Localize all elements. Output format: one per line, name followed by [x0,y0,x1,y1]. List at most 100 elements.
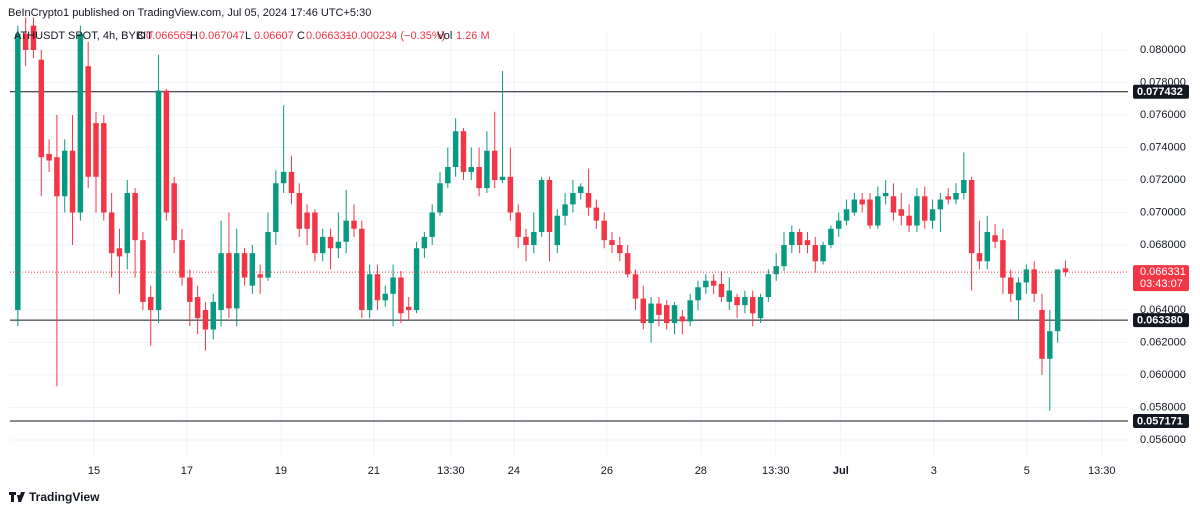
candle-body [961,180,967,194]
candle-body [546,180,553,233]
candle-body [93,123,99,177]
y-tick-label: 0.056000 [1140,434,1186,446]
candle-body [280,171,287,184]
candle-body [906,215,912,226]
candle-body [593,207,600,221]
candle-body [890,196,897,213]
candle-body [726,290,733,302]
candle-body [515,212,521,237]
candle-body [703,280,709,288]
x-tick-label: 24 [508,465,520,477]
candle-body [984,232,991,262]
y-tick-label: 0.074000 [1140,141,1186,153]
level-label: 0.063380 [1137,315,1183,327]
candle-body [976,253,983,262]
candle-body [757,297,764,319]
x-tick-label: 17 [181,465,193,477]
candle-body [437,183,443,213]
candle-body [38,59,45,158]
candle-body [562,204,568,216]
candle-body [531,232,537,246]
candle-body [898,209,905,216]
candle-body [69,150,76,213]
x-tick-label: 15 [88,465,100,477]
candle-body [656,303,662,315]
candle-body [108,212,115,254]
candle-body [476,167,482,189]
x-tick-label: 19 [275,465,287,477]
candle-body [241,253,248,278]
y-tick-label: 0.080000 [1140,44,1186,56]
candle-body [187,277,193,302]
candle-body [398,277,404,314]
legend-volume: 1.26 M [456,30,490,42]
candle-body [54,157,60,197]
candle-body [585,193,592,208]
candle-body [804,240,811,246]
candle-body [327,236,334,249]
candle-body [366,274,373,311]
publish-header: BeInCrypto1 published on TradingView.com… [8,7,371,19]
candle-body [163,90,170,213]
candle-body [499,176,506,181]
candle-body [789,232,795,246]
candle-body [390,277,396,294]
candle-body [312,212,318,254]
candle-body [1062,268,1069,273]
candle-body [226,253,232,309]
legend-value: 0.066331 [306,30,352,42]
candle-body [249,253,256,286]
candle-body [382,293,389,301]
y-tick-label: 0.076000 [1140,109,1186,121]
legend-value: 0.06607 [254,30,294,42]
candle-body [859,199,865,205]
candle-body [1015,282,1022,301]
candle-body [710,280,717,286]
footer-logo [9,492,25,502]
candle-body [171,183,177,241]
x-tick-label: 28 [695,465,707,477]
candle-body [867,199,873,226]
candle-body [671,305,678,324]
x-tick-label: 13:30 [437,465,465,477]
candle-body [937,199,944,210]
candle-body [77,33,84,213]
candle-body [304,212,310,229]
candle-body [663,305,670,324]
candle-body [507,176,514,213]
candle-body [554,215,561,246]
footer-brand: TradingView [29,490,100,504]
candle-body [202,310,209,330]
candle-body [1023,269,1030,283]
level-label-box [1133,414,1189,429]
y-tick-label: 0.068000 [1140,239,1186,251]
legend-volume-key: Vol [437,30,452,42]
candle-body [124,193,131,254]
candle-body [413,248,420,311]
candle-body [288,171,295,194]
candle-body [718,284,725,298]
candle-body [953,193,959,200]
candle-body [460,131,467,172]
last-price-box [1133,265,1189,292]
candle-body [945,196,951,200]
candle-body [445,167,451,184]
last-price-label: 0.066331 [1140,266,1186,278]
candle-body [812,245,819,262]
candle-body [648,303,654,324]
y-tick-label: 0.064000 [1140,304,1186,316]
candle-body [296,193,303,229]
candle-body [749,297,756,314]
candle-body [773,266,779,275]
candle-body [359,228,365,311]
candle-body [179,240,185,278]
candle-body [374,274,381,301]
candle-body [617,245,623,254]
candle-body [570,193,576,205]
candle-body [968,180,975,254]
candle-body [640,298,647,324]
candle-body [46,154,52,161]
x-tick-label: 13:30 [762,465,790,477]
candle-body [30,25,37,50]
